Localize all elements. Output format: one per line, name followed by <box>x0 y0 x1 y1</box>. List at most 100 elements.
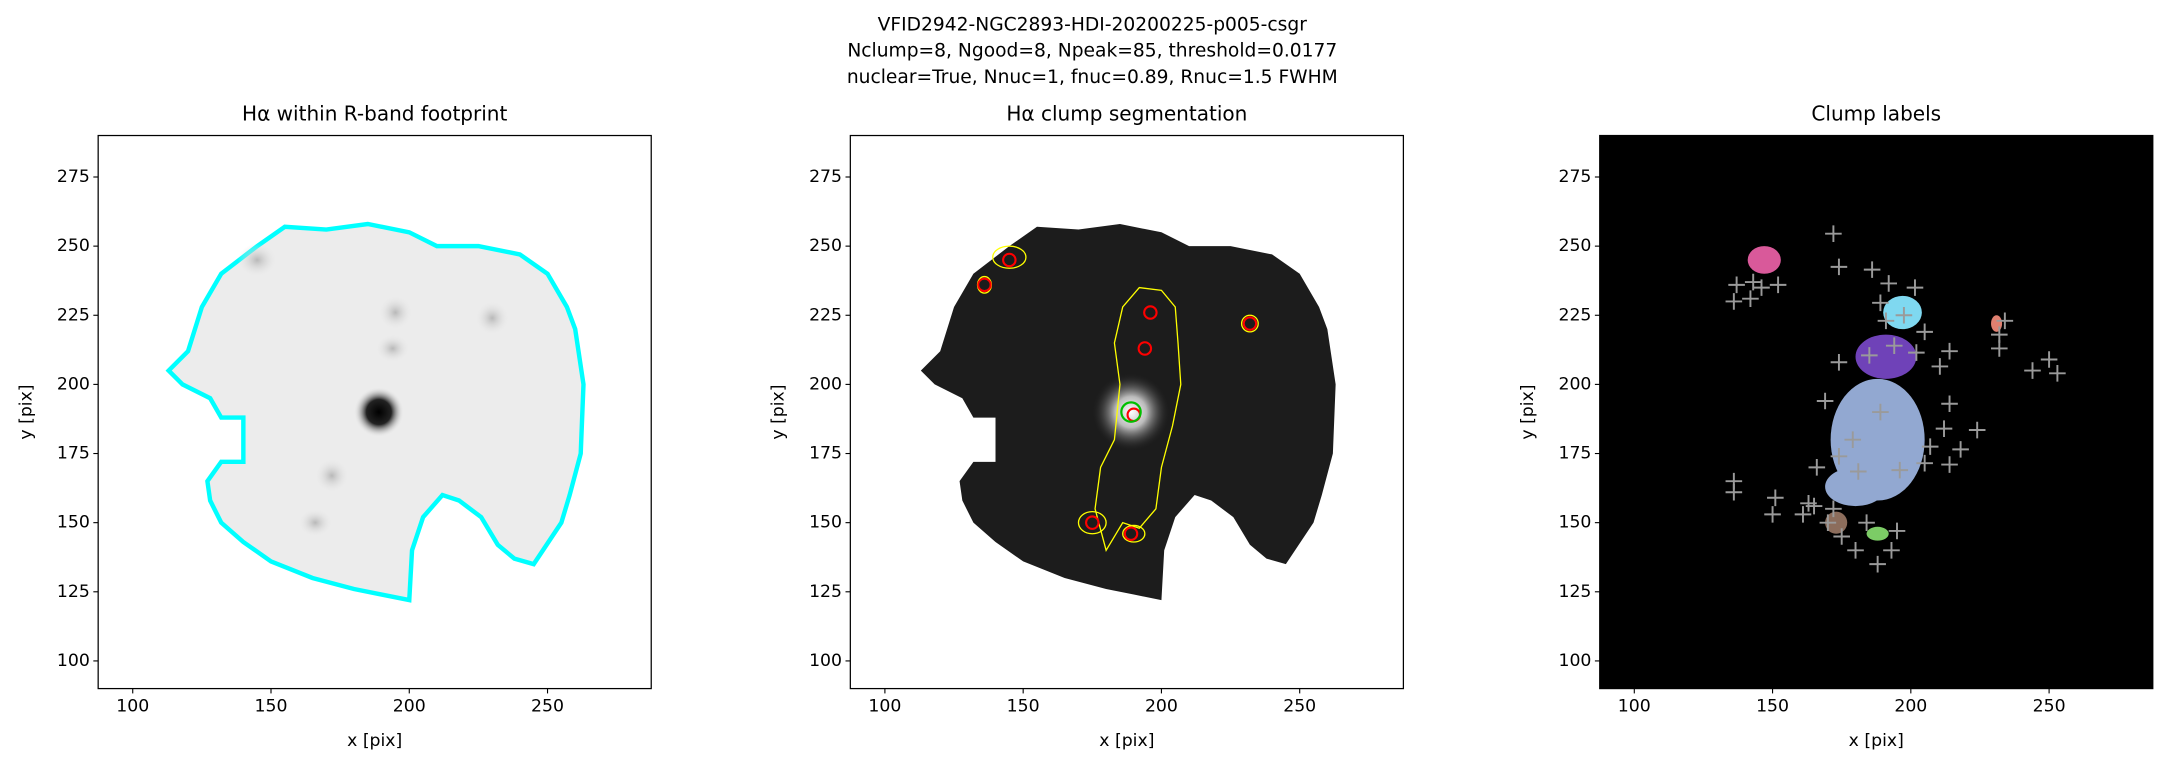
x-tick-label: 250 <box>1283 697 1316 717</box>
peak-marker <box>1996 312 2014 330</box>
x-axis-label: x [pix] <box>347 731 402 751</box>
y-tick-label: 150 <box>57 513 90 533</box>
peak-marker <box>1769 276 1787 294</box>
y-tick-label: 200 <box>1558 374 1591 394</box>
y-tick-label: 250 <box>809 236 842 256</box>
y-tick-label: 150 <box>809 513 842 533</box>
y-axis-label: y [pix] <box>768 384 788 439</box>
peak-marker <box>1819 514 1837 531</box>
y-tick-label: 100 <box>1558 651 1591 671</box>
peak-marker <box>1002 252 1017 268</box>
x-tick-label: 200 <box>1894 697 1927 717</box>
y-tick-label: 175 <box>57 444 90 464</box>
x-tick-label: 250 <box>2033 697 2066 717</box>
y-tick-label: 250 <box>57 236 90 256</box>
y-tick-label: 250 <box>1558 236 1591 256</box>
peak-marker <box>1858 514 1875 531</box>
x-tick-label: 100 <box>868 697 901 717</box>
peak-marker <box>1880 275 1897 292</box>
y-tick-label: 225 <box>57 305 90 325</box>
x-axis-label: x [pix] <box>1099 731 1154 751</box>
y-tick-label: 125 <box>809 582 842 602</box>
peak-marker <box>1767 489 1784 507</box>
peak-marker <box>1908 344 1925 361</box>
peak-marker <box>1916 323 1933 341</box>
peak-marker <box>1869 555 1886 573</box>
peak-marker <box>1825 225 1842 242</box>
axes-frame <box>97 134 652 690</box>
peak-marker <box>1725 483 1743 501</box>
y-axis-label: y [pix] <box>1518 384 1538 439</box>
peak-marker <box>2049 365 2066 382</box>
peak-marker <box>1941 395 1958 413</box>
peak-marker <box>1800 495 1817 512</box>
peak-marker <box>1872 403 1889 421</box>
peak-marker <box>1895 306 1913 324</box>
y-tick-label: 275 <box>809 167 842 187</box>
y-tick-label: 200 <box>57 374 90 394</box>
x-tick-label: 100 <box>1618 697 1651 717</box>
peak-marker <box>1830 353 1848 371</box>
axes-frame <box>849 134 1405 690</box>
peak-marker <box>1849 463 1867 480</box>
x-axis-label: x [pix] <box>1849 731 1904 751</box>
peak-marker <box>1725 293 1743 310</box>
peak-marker <box>1137 341 1153 356</box>
peak-marker <box>1143 305 1158 320</box>
peak-marker <box>1968 421 1986 439</box>
peak-marker <box>977 277 992 293</box>
peak-marker <box>1921 438 1939 455</box>
peak-marker <box>1742 290 1759 307</box>
peak-marker <box>1906 279 1924 296</box>
peak-marker <box>1844 431 1862 449</box>
axes-title: Clump labels <box>1811 101 1941 125</box>
peak-marker <box>1085 515 1100 530</box>
peak-marker <box>1728 276 1745 294</box>
peak-marker <box>1877 312 1895 330</box>
peak-marker <box>2024 362 2041 379</box>
axes-title: Hα within R-band footprint <box>242 101 507 125</box>
peak-marker <box>1935 420 1953 437</box>
peak-marker <box>1931 358 1949 375</box>
peak-marker <box>1830 258 1848 276</box>
y-tick-label: 150 <box>1558 513 1591 533</box>
suptitle-line: VFID2942-NGC2893-HDI-20200225-p005-csgr <box>878 14 1308 35</box>
x-tick-label: 200 <box>393 697 426 717</box>
peak-marker <box>1941 342 1958 360</box>
peak-marker <box>1991 326 2008 343</box>
y-tick-label: 275 <box>57 167 90 187</box>
peak-marker <box>1794 506 1812 523</box>
peak-marker <box>1242 316 1258 331</box>
peak-marker <box>1888 522 1906 540</box>
x-tick-label: 150 <box>1007 697 1040 717</box>
peak-marker <box>1830 448 1848 465</box>
y-tick-label: 100 <box>809 651 842 671</box>
peak-marker <box>1847 542 1864 559</box>
peak-marker <box>1941 456 1958 473</box>
peak-marker <box>1808 459 1826 476</box>
y-tick-label: 275 <box>1558 167 1591 187</box>
peak-marker <box>1872 294 1889 312</box>
peak-marker <box>1825 500 1842 518</box>
y-tick-label: 175 <box>1558 444 1591 464</box>
y-tick-label: 125 <box>57 582 90 602</box>
peak-marker <box>1863 261 1881 278</box>
peak-marker <box>1861 347 1878 364</box>
peak-marker <box>1816 392 1834 410</box>
suptitle-line: nuclear=True, Nnuc=1, fnuc=0.89, Rnuc=1.… <box>847 67 1338 88</box>
y-axis-label: y [pix] <box>16 384 36 439</box>
y-tick-label: 100 <box>57 651 90 671</box>
peak-marker <box>1885 337 1903 354</box>
peak-marker <box>1764 506 1781 523</box>
peak-marker <box>1952 441 1969 458</box>
nucleus-marker <box>1120 401 1142 423</box>
x-tick-label: 150 <box>1756 697 1789 717</box>
x-tick-label: 200 <box>1145 697 1178 717</box>
peak-marker <box>1916 454 1933 472</box>
suptitle-line: Nclump=8, Ngood=8, Npeak=85, threshold=0… <box>847 41 1337 62</box>
peak-marker <box>1123 526 1139 541</box>
panel-image <box>169 224 584 600</box>
peak-marker <box>2040 351 2058 368</box>
y-tick-label: 125 <box>1558 582 1591 602</box>
